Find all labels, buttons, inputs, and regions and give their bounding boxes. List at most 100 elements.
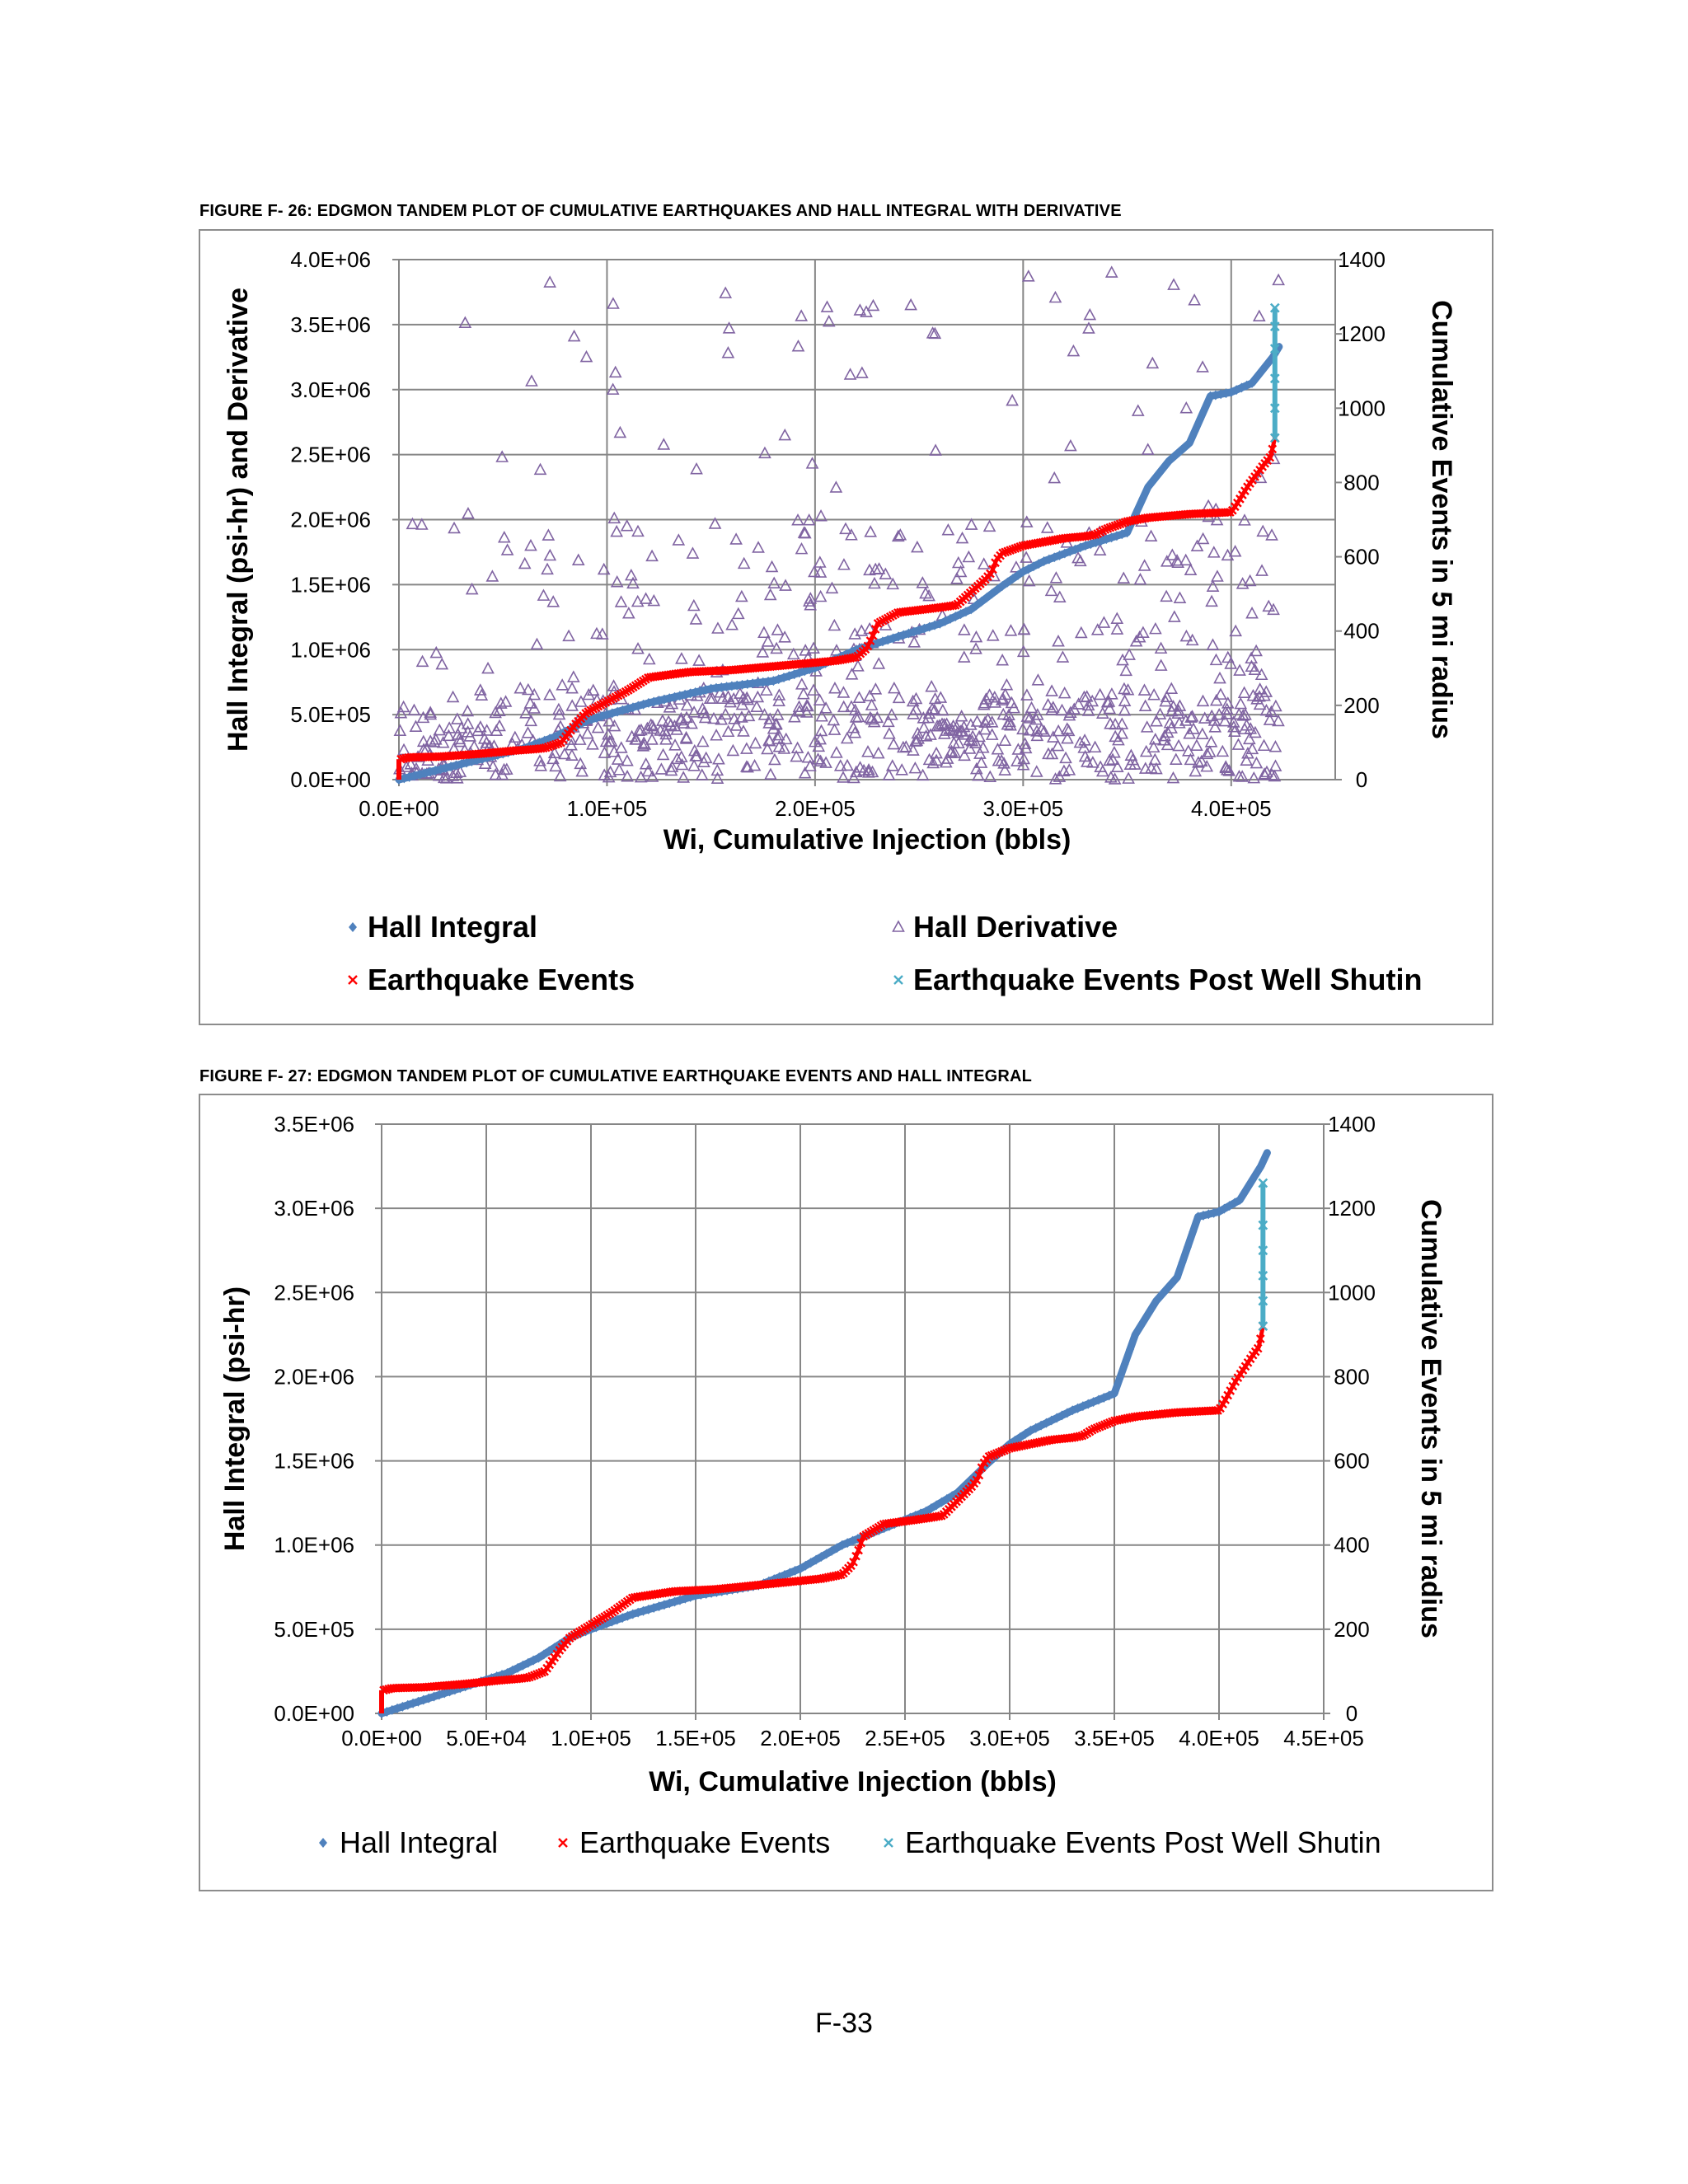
hall-derivative-point xyxy=(1171,706,1185,719)
hall-derivative-point xyxy=(1248,663,1262,675)
hall-derivative-point xyxy=(1023,724,1037,736)
hall-derivative-point xyxy=(1137,559,1151,571)
y-tick-label: 3.0E+06 xyxy=(274,1196,354,1221)
x-tick-label: 2.5E+05 xyxy=(865,1726,945,1750)
hall-derivative-point xyxy=(837,700,851,713)
hall-derivative-point xyxy=(1160,589,1173,602)
hall-derivative-point xyxy=(807,683,820,696)
hall-derivative-point xyxy=(964,718,978,730)
hall-derivative-point xyxy=(985,715,999,728)
hall-derivative-point xyxy=(979,692,993,705)
hall-derivative-point xyxy=(1265,528,1278,541)
hall-derivative-point xyxy=(621,607,635,619)
hall-derivative-point xyxy=(542,528,556,541)
y-tick-label: 1.0E+06 xyxy=(274,1533,354,1558)
hall-derivative-point xyxy=(620,519,634,532)
hall-derivative-point xyxy=(1267,602,1280,616)
hall-derivative-point xyxy=(543,548,557,561)
hall-derivative-point xyxy=(819,701,832,714)
hall-derivative-point xyxy=(1046,701,1060,713)
hall-derivative-point xyxy=(415,654,429,668)
hall-derivative-point xyxy=(1204,735,1218,748)
hall-integral-point xyxy=(654,696,663,706)
hall-derivative-point xyxy=(768,752,781,766)
hall-derivative-point xyxy=(1137,626,1150,639)
hall-derivative-point xyxy=(1138,699,1152,712)
hall-derivative-point xyxy=(1064,438,1077,452)
y-tick-label: 1.5E+06 xyxy=(290,572,371,597)
hall-derivative-point xyxy=(489,705,502,719)
chart-f27: 0.0E+00 5.0E+05 1.0E+06 1.5E+06 2.0E+06 2.5E+… xyxy=(219,1112,1447,1859)
hall-derivative-point xyxy=(1268,740,1282,752)
x-tick-label: 0.0E+00 xyxy=(341,1726,422,1750)
hall-derivative-point xyxy=(656,714,669,726)
hall-derivative-point xyxy=(1179,714,1193,726)
hall-derivative-point xyxy=(805,457,819,469)
hall-derivative-point xyxy=(1146,740,1160,753)
hall-derivative-point xyxy=(1165,548,1179,560)
hall-derivative-point xyxy=(710,729,723,741)
hall-derivative-point xyxy=(804,592,818,604)
hall-derivative-point xyxy=(707,711,720,724)
hall-derivative-point xyxy=(433,723,447,736)
hall-derivative-point xyxy=(1011,743,1025,755)
hall-derivative-point xyxy=(907,635,921,648)
hall-derivative-point xyxy=(814,732,828,745)
hall-derivative-point xyxy=(1268,759,1282,771)
hall-derivative-point xyxy=(1200,747,1214,760)
hall-derivative-point xyxy=(1228,545,1242,557)
hall-derivative-point xyxy=(872,562,886,574)
hall-derivative-point xyxy=(394,706,408,719)
hall-derivative-point xyxy=(1146,356,1160,369)
hall-derivative-point xyxy=(793,704,806,717)
hall-integral-point xyxy=(665,693,674,704)
hall-integral-point xyxy=(1131,1329,1140,1340)
hall-derivative-point xyxy=(1245,606,1259,619)
hall-derivative-point xyxy=(446,690,460,703)
hall-derivative-point xyxy=(861,745,874,757)
hall-derivative-point xyxy=(677,716,691,729)
hall-derivative-point xyxy=(926,702,939,715)
y2-tick-label: 400 xyxy=(1334,1533,1369,1558)
hall-derivative-point xyxy=(1236,577,1250,589)
hall-derivative-point xyxy=(982,688,996,701)
hall-derivative-point xyxy=(1234,696,1248,710)
hall-derivative-point xyxy=(1048,471,1062,484)
hall-derivative-point xyxy=(1010,754,1024,766)
hall-derivative-point xyxy=(458,316,472,328)
hall-integral-point xyxy=(1142,1312,1151,1323)
hall-derivative-point xyxy=(1059,751,1072,764)
hall-derivative-point xyxy=(450,712,464,724)
hall-derivative-point xyxy=(778,428,792,441)
hall-derivative-point xyxy=(485,569,499,582)
y-tick-label: 2.0E+06 xyxy=(290,508,371,532)
hall-derivative-point xyxy=(400,760,413,772)
hall-derivative-point xyxy=(797,526,811,538)
hall-derivative-point xyxy=(1260,765,1273,778)
post-shutin-point xyxy=(1269,403,1280,414)
hall-integral-point xyxy=(1190,426,1199,437)
hall-derivative-point xyxy=(1118,694,1132,707)
hall-derivative-point xyxy=(799,644,813,656)
hall-derivative-point xyxy=(797,687,810,700)
hall-derivative-point xyxy=(1150,714,1163,727)
hall-derivative-point xyxy=(1020,515,1034,527)
hall-derivative-point xyxy=(471,724,485,737)
hall-derivative-point xyxy=(1071,697,1085,710)
hall-derivative-point xyxy=(1090,623,1104,635)
hall-derivative-point xyxy=(1128,757,1142,770)
hall-derivative-point xyxy=(886,577,900,590)
hall-derivative-point xyxy=(741,760,754,773)
hall-derivative-point xyxy=(906,694,920,707)
hall-derivative-point xyxy=(932,719,946,731)
hall-derivative-point xyxy=(828,723,842,735)
hall-derivative-point xyxy=(1200,759,1214,772)
hall-derivative-point xyxy=(595,627,609,640)
hall-derivative-point xyxy=(837,771,850,783)
hall-derivative-point xyxy=(1071,551,1085,564)
hall-integral-point xyxy=(1115,1373,1124,1384)
y-tick-label: 1.5E+06 xyxy=(274,1449,354,1474)
hall-integral-point xyxy=(1159,462,1168,473)
hall-derivative-point xyxy=(856,366,869,378)
hall-derivative-point xyxy=(757,708,771,720)
